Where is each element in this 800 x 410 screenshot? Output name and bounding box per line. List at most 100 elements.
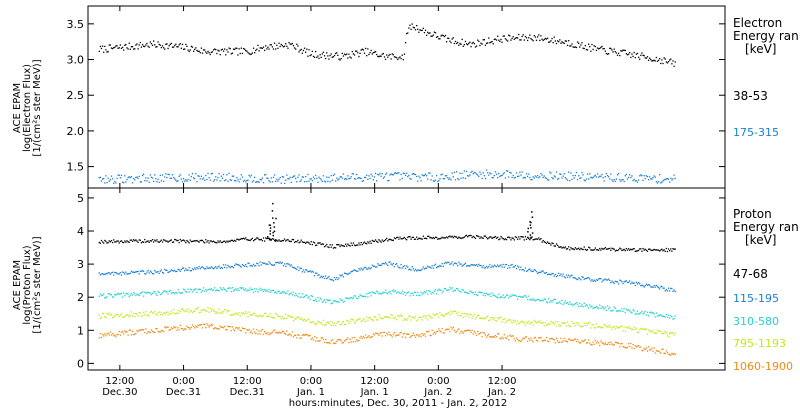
data-point [343, 178, 346, 180]
data-point [561, 41, 563, 43]
proton-series-3 [98, 286, 676, 320]
data-point [645, 347, 648, 349]
data-point [526, 298, 529, 301]
data-point [403, 236, 406, 239]
data-point [656, 329, 659, 331]
data-point [383, 263, 386, 265]
data-point [488, 37, 490, 39]
data-point [504, 238, 507, 240]
data-point [544, 241, 547, 244]
data-point [286, 174, 288, 176]
data-point [583, 322, 585, 324]
data-point [339, 176, 341, 178]
data-point [226, 311, 228, 313]
data-point [494, 38, 497, 40]
data-point [235, 180, 237, 182]
data-point [358, 267, 360, 270]
data-point [378, 174, 380, 176]
data-point [216, 179, 218, 181]
data-point [497, 264, 499, 266]
data-point [179, 43, 181, 45]
data-point [241, 287, 244, 289]
data-point [149, 331, 151, 334]
data-point [109, 241, 112, 243]
data-point [277, 315, 279, 317]
data-point [138, 44, 140, 46]
data-point [271, 264, 274, 266]
data-point [674, 290, 676, 293]
data-point [406, 333, 408, 335]
data-point [310, 241, 312, 243]
data-point [290, 181, 292, 184]
data-point [623, 326, 625, 328]
data-point [103, 177, 105, 180]
data-point [576, 338, 579, 341]
data-point [195, 325, 197, 327]
data-point [471, 42, 473, 44]
data-point [279, 240, 281, 242]
data-point [512, 36, 514, 38]
data-point [127, 314, 129, 316]
data-point [519, 39, 521, 41]
data-point [190, 270, 193, 272]
data-point [348, 53, 350, 55]
data-point [580, 341, 582, 344]
data-point [655, 181, 658, 183]
data-point [177, 239, 179, 242]
data-point [525, 37, 528, 39]
data-point [388, 238, 390, 241]
data-point [556, 274, 559, 277]
data-point [493, 294, 495, 297]
data-point [616, 342, 619, 344]
data-point [622, 330, 624, 332]
data-point [597, 278, 600, 280]
data-point [522, 296, 524, 298]
data-point [421, 238, 423, 240]
data-point [627, 343, 630, 345]
data-point [224, 240, 226, 242]
data-point [663, 57, 665, 59]
data-point [632, 282, 634, 285]
data-point [393, 56, 396, 58]
data-point [531, 178, 533, 181]
data-point [428, 235, 430, 237]
data-point [491, 265, 493, 267]
data-point [584, 277, 586, 280]
data-point [128, 176, 130, 178]
data-point [625, 308, 628, 310]
data-point [610, 341, 612, 343]
data-point [595, 49, 598, 52]
data-point [469, 313, 471, 315]
data-point [119, 240, 122, 243]
data-point [357, 177, 359, 179]
data-point [492, 236, 494, 239]
data-point [625, 53, 628, 55]
data-point [295, 334, 297, 337]
data-point [327, 55, 329, 57]
data-point [276, 261, 278, 264]
data-point [498, 239, 500, 241]
data-point [368, 175, 370, 177]
data-point [483, 267, 485, 269]
data-point [146, 291, 148, 293]
data-point [138, 294, 140, 297]
data-point [538, 34, 540, 36]
data-point [605, 172, 608, 175]
data-point [410, 178, 412, 181]
data-point [219, 287, 221, 289]
data-point [237, 328, 239, 330]
data-point [622, 178, 624, 181]
data-point [611, 179, 613, 181]
data-point [299, 180, 301, 183]
data-point [399, 56, 401, 58]
data-point [166, 311, 168, 313]
data-point [113, 47, 115, 49]
data-point [120, 331, 123, 333]
data-point [569, 179, 571, 182]
data-point [516, 238, 519, 240]
data-point [352, 53, 355, 55]
data-point [232, 290, 235, 292]
data-point [565, 248, 568, 250]
data-point [509, 237, 511, 239]
data-point [491, 317, 493, 319]
